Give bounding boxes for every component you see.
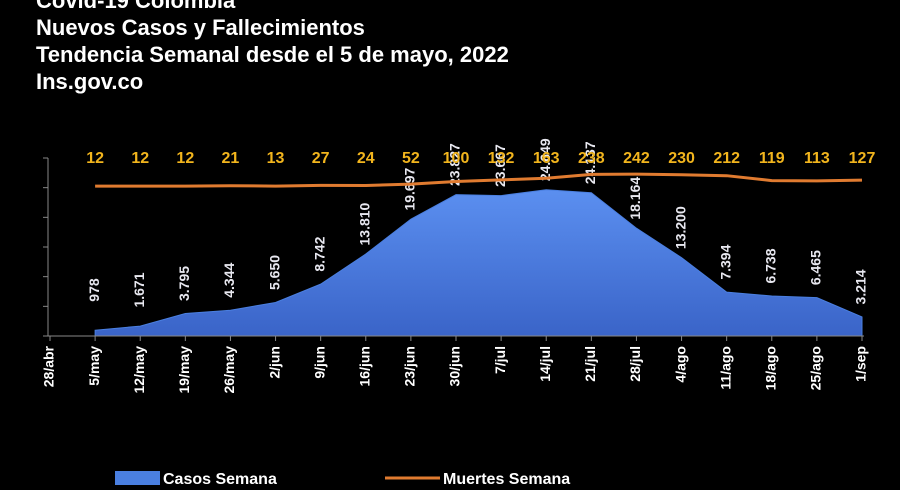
- deaths-label: 230: [668, 150, 695, 167]
- deaths-label: 12: [131, 150, 149, 167]
- deaths-label: 52: [402, 150, 420, 167]
- cases-label: 1.671: [131, 272, 147, 307]
- chart-title: Covid-19 Colombia: [36, 0, 236, 13]
- cases-label: 7.394: [717, 244, 733, 279]
- cases-label: 19.697: [402, 168, 418, 211]
- deaths-label: 119: [759, 150, 785, 167]
- deaths-label: 24: [357, 150, 375, 167]
- x-tick-label: 5/may: [86, 346, 102, 386]
- deaths-label: 238: [578, 150, 605, 167]
- cases-label: 3.795: [176, 266, 192, 301]
- x-tick-label: 1/sep: [853, 346, 869, 382]
- cases-label: 6.465: [808, 250, 824, 285]
- x-tick-label: 28/jul: [627, 346, 643, 382]
- x-tick-label: 11/ago: [717, 346, 733, 390]
- x-tick-label: 14/jul: [537, 346, 553, 382]
- x-tick-label: 21/jul: [582, 346, 598, 382]
- deaths-label: 132: [488, 150, 515, 167]
- chart-title: Nuevos Casos y Fallecimientos: [36, 15, 365, 40]
- x-tick-label: 30/jun: [447, 346, 463, 386]
- x-tick-label: 25/ago: [808, 346, 824, 390]
- x-tick-label: 7/jul: [492, 346, 508, 374]
- cases-label: 8.742: [311, 236, 327, 271]
- x-tick-label: 16/jun: [356, 346, 372, 386]
- legend-label: Casos Semana: [163, 471, 277, 488]
- cases-label: 23.667: [492, 144, 508, 187]
- cases-label: 13.200: [672, 206, 688, 249]
- deaths-label: 27: [312, 150, 330, 167]
- x-tick-label: 18/ago: [762, 346, 778, 390]
- deaths-line: [95, 172, 863, 188]
- chart-title: Ins.gov.co: [36, 69, 143, 94]
- legend-swatch: [115, 471, 160, 485]
- deaths-label: 13: [267, 150, 285, 167]
- deaths-label: 12: [176, 150, 194, 167]
- cases-label: 3.214: [853, 269, 869, 304]
- deaths-label: 21: [222, 150, 240, 167]
- cases-label: 6.738: [762, 248, 778, 283]
- cases-label: 13.810: [356, 202, 372, 245]
- deaths-label: 242: [623, 150, 650, 167]
- cases-label: 5.650: [266, 255, 282, 290]
- deaths-label: 163: [533, 150, 560, 167]
- x-tick-label: 23/jun: [402, 346, 418, 386]
- x-tick-label: 26/may: [221, 346, 237, 394]
- cases-area: [94, 189, 863, 337]
- x-tick-label: 28/abr: [41, 345, 57, 387]
- x-tick-label: 19/may: [176, 346, 192, 394]
- legend-label: Muertes Semana: [443, 471, 570, 488]
- cases-label: 18.164: [627, 177, 643, 220]
- x-tick-label: 2/jun: [266, 346, 282, 379]
- cases-label: 4.344: [221, 263, 237, 298]
- x-tick-label: 9/jun: [311, 346, 327, 379]
- x-tick-label: 4/ago: [672, 346, 688, 383]
- deaths-label: 12: [86, 150, 104, 167]
- cases-label: 23.827: [447, 143, 463, 186]
- cases-label: 978: [86, 278, 102, 302]
- deaths-label: 113: [804, 150, 830, 167]
- x-tick-label: 12/may: [131, 346, 147, 394]
- deaths-label: 127: [849, 150, 876, 167]
- chart-title: Tendencia Semanal desde el 5 de mayo, 20…: [36, 42, 509, 67]
- cases-label: 24.649: [537, 138, 553, 181]
- deaths-label: 100: [443, 150, 470, 167]
- deaths-label: 212: [713, 150, 740, 167]
